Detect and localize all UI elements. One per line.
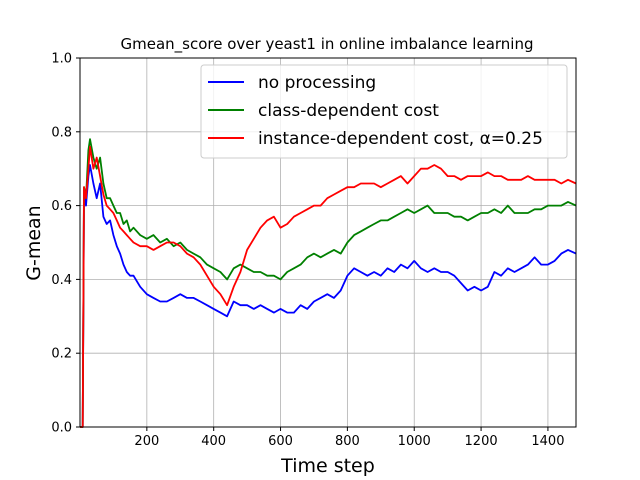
x-tick-label: 800	[335, 434, 360, 449]
y-axis-label: G-mean	[23, 205, 45, 280]
axes-border	[79, 57, 577, 428]
legend-box	[200, 64, 568, 159]
x-tick-label: 1400	[531, 434, 564, 449]
series-line-0	[80, 164, 577, 428]
x-axis-label: Time step	[280, 455, 375, 477]
x-tick-label: 400	[201, 434, 226, 449]
y-tick-label: 0.0	[51, 421, 72, 436]
axis-ticks: 200 400 600 800 1000 1200 1400 0.0 0.2 0.4 0.6 0.8 1…	[51, 52, 564, 450]
chart-title: Gmean_score over yeast1 in online imbala…	[120, 35, 533, 54]
series-line-1	[80, 138, 577, 428]
series-line-2	[80, 145, 577, 428]
y-tick-label: 0.6	[51, 199, 72, 214]
series-lines	[80, 138, 577, 428]
legend-label-0: no processing	[258, 73, 376, 93]
legend-label-2: instance-dependent cost, α=0.25	[258, 129, 543, 149]
x-tick-label: 1200	[465, 434, 498, 449]
legend: no processing class-dependent cost instanc…	[200, 64, 568, 159]
x-tick-label: 1000	[398, 434, 431, 449]
y-tick-label: 0.4	[51, 273, 72, 288]
legend-label-1: class-dependent cost	[258, 101, 439, 121]
x-tick-label: 200	[134, 434, 159, 449]
y-tick-label: 0.2	[51, 347, 72, 362]
y-tick-label: 1.0	[51, 52, 72, 67]
y-tick-label: 0.8	[51, 125, 72, 140]
x-tick-label: 600	[268, 434, 293, 449]
axes-frame	[79, 57, 577, 428]
